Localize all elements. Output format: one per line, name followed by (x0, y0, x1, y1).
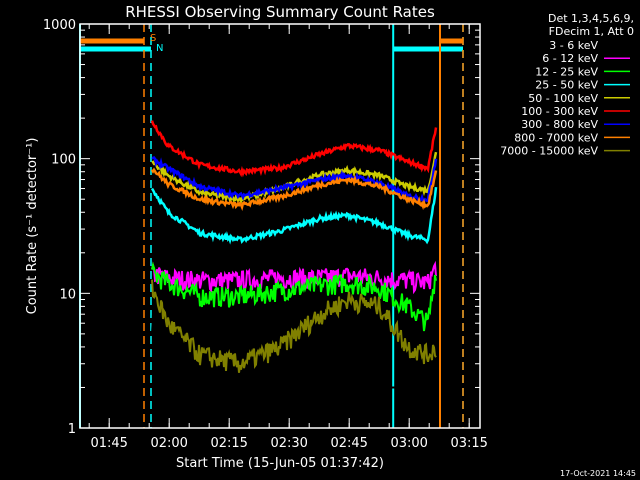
legend-label: 25 - 50 keV (535, 79, 598, 92)
legend-label: 300 - 800 keV (521, 118, 598, 131)
chart-title: RHESSI Observing Summary Count Rates (125, 3, 435, 21)
legend-label: 800 - 7000 keV (514, 131, 598, 144)
y-tick-label: 10 (59, 287, 76, 302)
legend-header-1: Det 1,3,4,5,6,9, (548, 12, 634, 25)
series-line (151, 279, 437, 373)
series-line (151, 314, 436, 429)
legend-label: 6 - 12 keV (542, 52, 598, 65)
x-tick-label: 03:15 (450, 436, 487, 451)
legend-label: 3 - 6 keV (549, 39, 598, 52)
y-tick-label: 1 (68, 422, 76, 437)
series-line (151, 156, 438, 203)
series-line (150, 167, 438, 211)
x-tick-label: 02:30 (270, 436, 307, 451)
y-tick-label: 100 (51, 153, 76, 168)
x-axis-label: Start Time (15-Jun-05 01:37:42) (176, 456, 384, 471)
y-tick-label: 1000 (43, 18, 76, 33)
legend-label: 100 - 300 keV (521, 105, 598, 118)
series-line (151, 261, 437, 332)
series-line (151, 260, 437, 295)
x-tick-label: 03:00 (390, 436, 427, 451)
x-tick-label: 02:00 (150, 436, 187, 451)
legend-label: 7000 - 15000 keV (500, 145, 598, 158)
saa-label: S (150, 33, 156, 44)
y-axis-label: Count Rate (s⁻¹ detector⁻¹) (25, 138, 40, 315)
plot-frame (79, 23, 481, 429)
series-line (150, 186, 438, 245)
footer-timestamp: 17-Oct-2021 14:45 (560, 469, 636, 478)
x-tick-label: 02:45 (330, 436, 367, 451)
x-tick-label: 02:15 (210, 436, 247, 451)
x-tick-label: 01:45 (90, 436, 127, 451)
legend-header-2: FDecim 1, Att 0 (549, 25, 634, 38)
night-label: N (156, 43, 163, 54)
legend-label: 12 - 25 keV (535, 65, 598, 78)
legend-label: 50 - 100 keV (528, 92, 598, 105)
series-line (150, 120, 438, 178)
